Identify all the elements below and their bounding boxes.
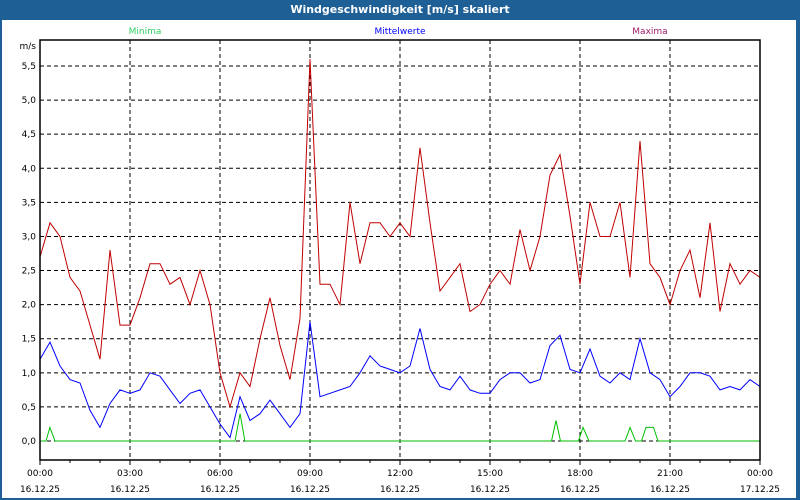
y-tick-label: 0,5 <box>22 403 36 413</box>
x-tick-time: 00:00 <box>27 469 53 479</box>
series-line-maxima <box>39 59 761 409</box>
y-tick-label: 4,5 <box>22 130 36 140</box>
x-tick-date: 16.12.25 <box>110 485 150 495</box>
x-tick-date: 16.12.25 <box>380 485 420 495</box>
window-title: Windgeschwindigkeit [m/s] skaliert <box>290 3 510 16</box>
y-tick-label: 2,5 <box>22 267 36 277</box>
x-tick-date: 17.12.25 <box>740 485 780 495</box>
x-tick-time: 15:00 <box>477 469 503 479</box>
y-tick-label: 1,5 <box>22 335 36 345</box>
x-tick-time: 09:00 <box>297 469 323 479</box>
y-tick-label: 4,0 <box>22 164 37 174</box>
x-tick-time: 06:00 <box>207 469 233 479</box>
x-tick-date: 16.12.25 <box>200 485 240 495</box>
y-tick-label: 0,0 <box>22 437 37 447</box>
y-tick-label: 2,0 <box>22 301 37 311</box>
legend-mittelwerte: Mittelwerte <box>374 27 425 37</box>
x-tick-date: 16.12.25 <box>650 485 690 495</box>
x-tick-date: 16.12.25 <box>470 485 510 495</box>
y-tick-label: 5,5 <box>22 62 36 72</box>
plot-frame <box>39 39 761 461</box>
x-tick-time: 00:00 <box>747 469 773 479</box>
y-axis-label: m/s <box>20 42 37 52</box>
series-line-mittelwerte <box>39 321 761 439</box>
x-tick-time: 21:00 <box>657 469 683 479</box>
y-tick-label: 5,0 <box>22 96 37 106</box>
x-tick-time: 12:00 <box>387 469 413 479</box>
x-tick-date: 16.12.25 <box>20 485 60 495</box>
x-tick-time: 03:00 <box>117 469 143 479</box>
x-tick-date: 16.12.25 <box>290 485 330 495</box>
x-tick-date: 16.12.25 <box>560 485 600 495</box>
legend-maxima: Maxima <box>632 27 667 37</box>
x-tick-time: 18:00 <box>567 469 593 479</box>
y-tick-label: 1,0 <box>22 369 37 379</box>
y-tick-label: 3,0 <box>22 232 37 242</box>
y-tick-label: 3,5 <box>22 198 36 208</box>
legend-minima: Minima <box>129 27 162 37</box>
series-line-minima <box>40 413 760 442</box>
